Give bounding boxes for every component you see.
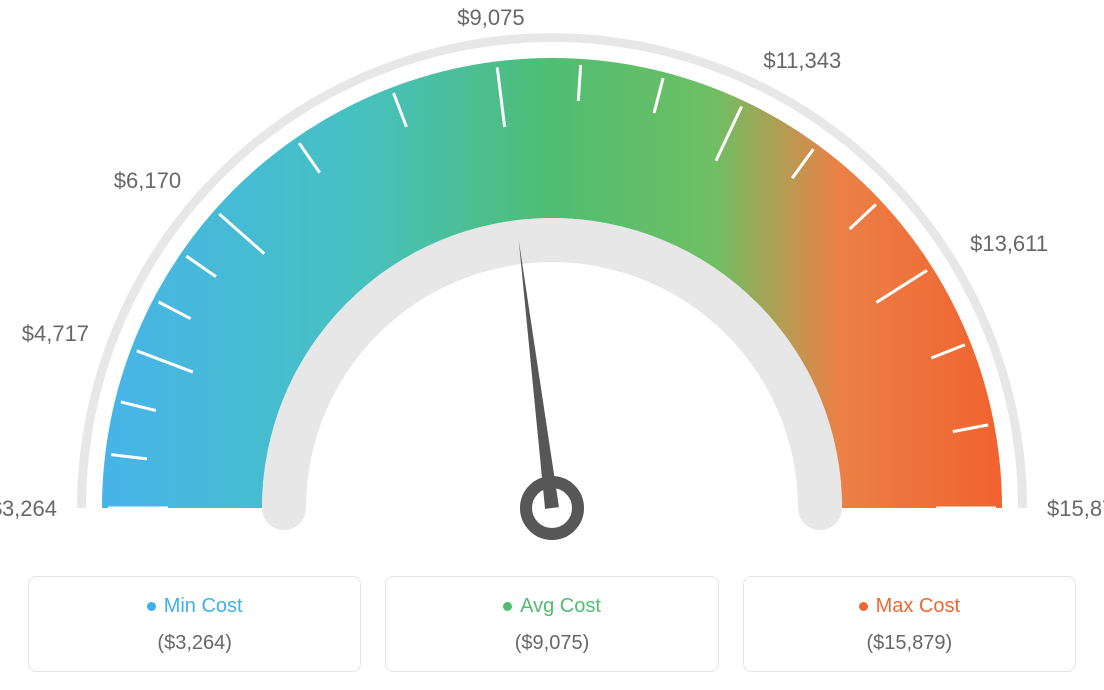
legend-avg-label: Avg Cost — [520, 595, 601, 618]
gauge-tick-label: $13,611 — [970, 231, 1048, 257]
gauge-tick-label: $11,343 — [763, 48, 841, 74]
gauge-tick-label: $6,170 — [101, 168, 181, 194]
gauge-tick-label: $15,879 — [1047, 496, 1104, 522]
legend-min-top: Min Cost — [39, 595, 350, 618]
legend-avg-value: ($9,075) — [396, 632, 707, 655]
legend-row: Min Cost ($3,264) Avg Cost ($9,075) Max … — [28, 576, 1076, 672]
chart-container: $3,264 $4,717 $6,170 $9,075 $11,343 $13,611 $1… — [0, 0, 1104, 690]
legend-max-value: ($15,879) — [754, 632, 1065, 655]
gauge-svg — [0, 0, 1104, 560]
legend-card-avg: Avg Cost ($9,075) — [385, 576, 718, 672]
legend-min-value: ($3,264) — [39, 632, 350, 655]
dot-icon — [503, 602, 512, 611]
legend-max-label: Max Cost — [876, 595, 960, 618]
dot-icon — [147, 602, 156, 611]
legend-avg-top: Avg Cost — [396, 595, 707, 618]
legend-card-max: Max Cost ($15,879) — [743, 576, 1076, 672]
gauge-area: $3,264 $4,717 $6,170 $9,075 $11,343 $13,611 $1… — [0, 0, 1104, 560]
dot-icon — [859, 602, 868, 611]
legend-card-min: Min Cost ($3,264) — [28, 576, 361, 672]
gauge-tick-label: $3,264 — [0, 496, 57, 522]
legend-min-label: Min Cost — [164, 595, 243, 618]
gauge-tick-label: $4,717 — [9, 321, 89, 347]
gauge-tick-label: $9,075 — [451, 5, 531, 31]
legend-max-top: Max Cost — [754, 595, 1065, 618]
